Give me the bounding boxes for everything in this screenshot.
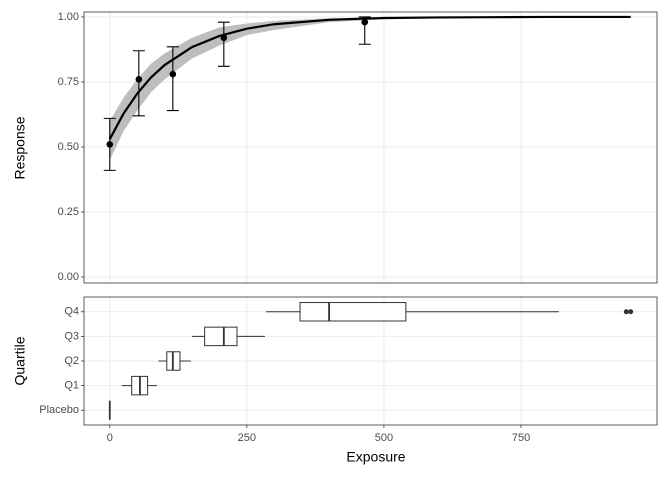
y-tick-label: Q4 bbox=[64, 306, 79, 318]
y-tick-label: Q1 bbox=[64, 380, 79, 392]
y-axis-title: Quartile bbox=[12, 336, 28, 385]
y-axis-title: Response bbox=[12, 116, 28, 179]
y-tick-label: 1.00 bbox=[58, 11, 79, 23]
outlier bbox=[624, 309, 629, 314]
y-tick-label: Q2 bbox=[64, 355, 79, 367]
point bbox=[136, 76, 143, 83]
y-tick-label: 0.25 bbox=[58, 206, 79, 218]
x-axis-title: Exposure bbox=[346, 449, 405, 465]
point bbox=[106, 141, 113, 148]
x-tick-label: 250 bbox=[238, 432, 256, 444]
point bbox=[170, 71, 177, 78]
y-tick-label: Placebo bbox=[39, 404, 79, 416]
y-tick-label: Q3 bbox=[64, 330, 79, 342]
y-tick-label: 0.50 bbox=[58, 141, 79, 153]
point bbox=[361, 19, 368, 26]
outlier bbox=[628, 309, 633, 314]
box bbox=[300, 303, 406, 321]
y-tick-label: 0.00 bbox=[58, 271, 79, 283]
x-tick-label: 500 bbox=[375, 432, 393, 444]
x-tick-label: 750 bbox=[512, 432, 530, 444]
x-tick-label: 0 bbox=[107, 432, 113, 444]
box bbox=[205, 327, 237, 345]
point bbox=[221, 34, 228, 41]
y-tick-label: 0.75 bbox=[58, 76, 79, 88]
